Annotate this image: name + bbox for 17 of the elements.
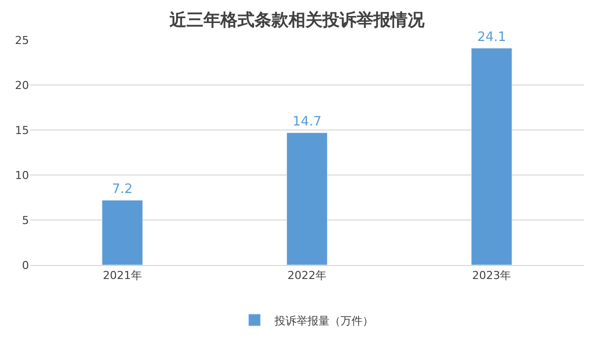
data-label: 7.2: [112, 182, 133, 198]
y-tick-label: 5: [22, 214, 29, 227]
y-tick-label: 20: [15, 78, 29, 92]
chart-title: 近三年格式条款相关投诉举报情况: [168, 10, 426, 31]
y-tick-label: 10: [15, 168, 29, 182]
y-tick-label: 0: [22, 258, 29, 272]
bar: [102, 200, 143, 265]
y-tick-label: 25: [15, 34, 29, 47]
x-tick-label: 2021年: [102, 269, 142, 282]
bar: [286, 132, 328, 265]
legend-label: 投诉举报量（万件）: [274, 314, 374, 328]
data-label: 24.1: [477, 30, 506, 46]
data-label: 14.7: [292, 114, 322, 130]
x-tick-label: 2022年: [288, 269, 326, 282]
x-tick-label: 2023年: [472, 269, 512, 282]
y-tick-label: 15: [15, 124, 29, 137]
bar: [471, 48, 512, 265]
